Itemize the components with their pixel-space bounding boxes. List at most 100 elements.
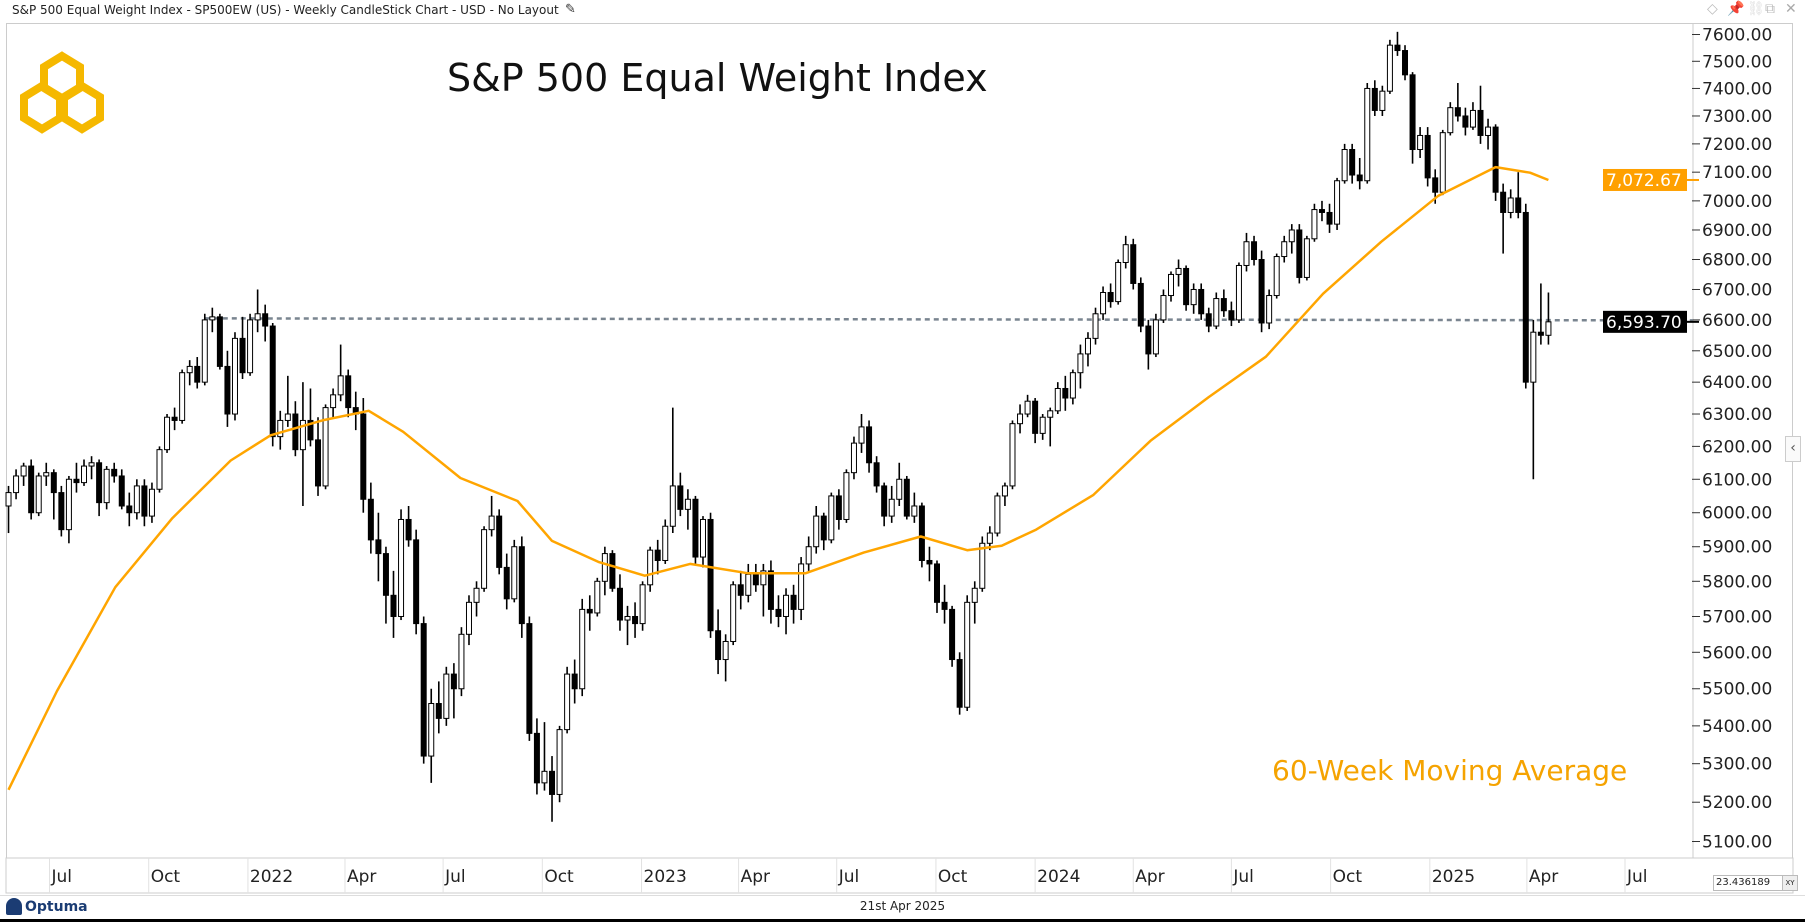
candle xyxy=(1469,102,1476,130)
candle xyxy=(133,479,140,520)
candle-body-up xyxy=(662,525,669,561)
candle xyxy=(254,289,261,333)
candle xyxy=(111,462,118,483)
candle xyxy=(843,469,850,523)
ma-value-tag: 7,072.67 xyxy=(1603,168,1699,191)
candle xyxy=(1009,420,1016,490)
current-date: 21st Apr 2025 xyxy=(859,899,946,913)
candle-body-up xyxy=(986,532,993,544)
candle-body-up xyxy=(179,372,186,421)
candle-body-down xyxy=(315,439,322,487)
candle-body-down xyxy=(1326,211,1333,225)
candle xyxy=(1341,143,1348,184)
candle xyxy=(1334,177,1341,230)
side-panel-toggle[interactable]: ‹ xyxy=(1785,436,1801,462)
candle-body-down xyxy=(73,478,80,484)
candle-body-up xyxy=(979,542,986,589)
candle xyxy=(503,553,510,610)
link-icon[interactable]: ⛓ xyxy=(1747,1,1765,17)
pin-icon[interactable]: 📌 xyxy=(1727,1,1745,17)
candle-body-up xyxy=(722,640,729,661)
candle-body-up xyxy=(730,584,737,642)
time-tick-label: Oct xyxy=(1333,867,1363,887)
candle xyxy=(1402,45,1409,81)
candle-body-up xyxy=(1266,295,1273,324)
time-axis[interactable]: Jul Oct 2022 Apr Jul Oct 2023 Apr Jul Oct 2024 Apr J… xyxy=(5,857,1794,894)
cursor-readout: 23.436189 xyxy=(1713,875,1783,891)
candle xyxy=(126,492,133,527)
price-tick-label: 5300.00 xyxy=(1702,755,1772,775)
candle xyxy=(715,609,722,675)
candle xyxy=(118,469,125,510)
candle-body-down xyxy=(571,673,578,690)
candle-body-up xyxy=(1447,107,1454,134)
candle-body-down xyxy=(405,518,412,541)
candles-layer xyxy=(5,31,1552,822)
candle xyxy=(13,469,20,500)
candle xyxy=(315,417,322,496)
candle-body-down xyxy=(420,623,427,757)
candle xyxy=(473,581,480,617)
price-tick-label: 6300.00 xyxy=(1702,405,1772,425)
candle xyxy=(1522,203,1529,389)
candle-body-down xyxy=(1107,292,1114,303)
candle-body-up xyxy=(669,485,676,527)
candle-body-up xyxy=(601,553,608,582)
restore-icon[interactable]: ⧉ xyxy=(1765,1,1775,17)
candle-body-up xyxy=(639,584,646,625)
last-price-tag-bg xyxy=(1603,310,1687,333)
candle-body-down xyxy=(1402,50,1409,76)
candle xyxy=(873,456,880,493)
candle-body-up xyxy=(20,465,27,477)
candle-body-up xyxy=(209,316,216,321)
candle xyxy=(360,398,367,513)
candle xyxy=(752,563,759,592)
candle xyxy=(1032,398,1039,444)
candle-body-down xyxy=(586,608,593,614)
candle-body-up xyxy=(1273,256,1280,297)
candle xyxy=(556,725,563,803)
candle xyxy=(1507,189,1514,219)
candle-body-down xyxy=(692,498,699,558)
candle-body-down xyxy=(1145,325,1152,355)
moving-average-layer xyxy=(7,165,1549,791)
candle xyxy=(926,546,933,582)
candle xyxy=(179,369,186,424)
window-title: S&P 500 Equal Weight Index - SP500EW (US… xyxy=(12,3,559,17)
ma-value-tag-text: 7,072.67 xyxy=(1606,171,1682,191)
candle xyxy=(820,512,827,551)
xy-toggle-button[interactable]: XY xyxy=(1782,875,1798,891)
candle xyxy=(1039,414,1046,440)
diamond-icon[interactable]: ◇ xyxy=(1707,1,1718,17)
close-icon[interactable]: ✕ xyxy=(1785,1,1797,17)
candle-body-down xyxy=(1198,288,1205,315)
candle xyxy=(428,688,435,783)
candle-body-down xyxy=(1356,174,1363,182)
chart-title: S&P 500 Equal Weight Index xyxy=(447,56,988,100)
moving-average-line xyxy=(7,165,1549,791)
candle-body-down xyxy=(933,563,940,603)
candle-body-down xyxy=(367,498,374,541)
time-tick-label: Jul xyxy=(838,867,860,887)
optuma-logo-icon xyxy=(6,898,22,915)
price-tick-label: 5600.00 xyxy=(1702,643,1772,663)
candle xyxy=(443,666,450,726)
candle-body-up xyxy=(473,587,480,603)
candle-body-up xyxy=(148,488,155,517)
candle xyxy=(465,595,472,646)
candle xyxy=(518,536,525,638)
candle-body-down xyxy=(941,601,948,610)
candle-body-up xyxy=(760,570,767,586)
time-tick-label: 2023 xyxy=(644,867,687,887)
candle-body-up xyxy=(1084,337,1091,355)
price-axis[interactable]: 7600.00 7500.00 7400.00 7300.00 7200.00 7100.… xyxy=(1692,24,1772,858)
candle-body-up xyxy=(813,515,820,548)
price-tick-label: 6000.00 xyxy=(1702,504,1772,524)
candle-body-down xyxy=(1500,191,1507,213)
edit-pencil-icon[interactable]: ✎ xyxy=(565,2,576,17)
candle xyxy=(239,316,246,379)
candle xyxy=(662,519,669,564)
candle xyxy=(881,482,888,527)
candlestick-chart[interactable]: 7600.00 7500.00 7400.00 7300.00 7200.00 7100.… xyxy=(0,0,1805,895)
candle xyxy=(609,550,616,592)
